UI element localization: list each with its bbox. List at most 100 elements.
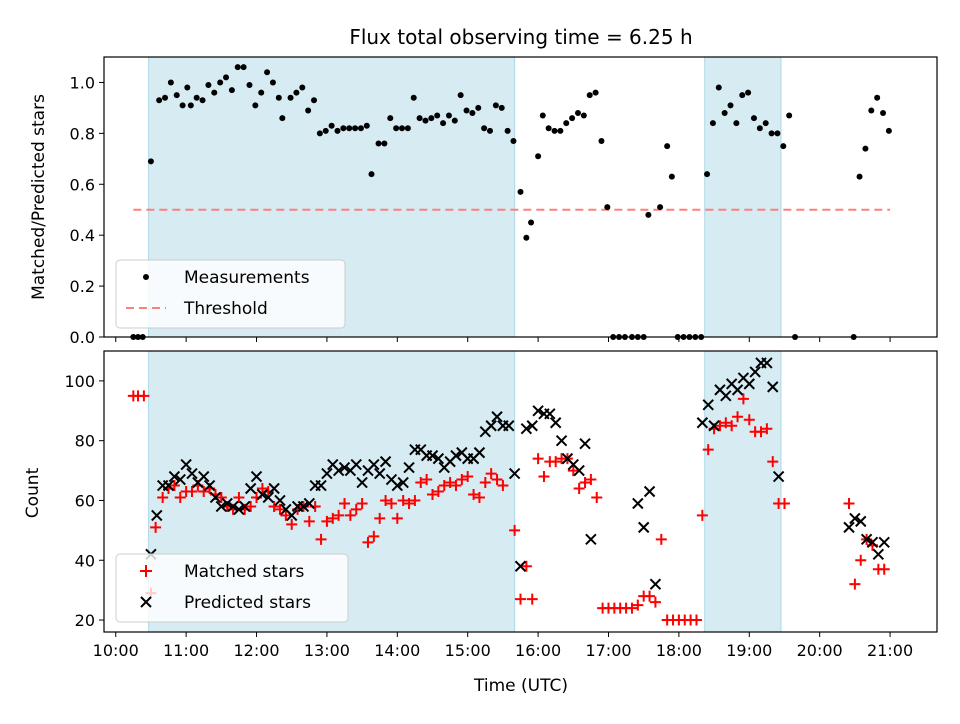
matched-star-marker [409, 494, 421, 506]
predicted-star-marker [432, 452, 445, 465]
matched-star-marker [450, 480, 462, 492]
predicted-star-marker [702, 399, 714, 411]
measurement-point [727, 102, 734, 109]
measurement-point [574, 110, 581, 116]
matched-star-marker [333, 509, 345, 521]
measurement-point [745, 89, 752, 96]
matched-star-marker [215, 491, 227, 503]
matched-star-marker [591, 491, 603, 503]
measurement-point [457, 92, 464, 99]
predicted-star-marker [643, 485, 656, 498]
measurement-point [381, 140, 388, 147]
xtick-label: 21:00 [867, 641, 913, 660]
matched-star-marker [515, 593, 526, 605]
measurement-point [750, 115, 757, 122]
matched-star-marker [737, 393, 749, 405]
measurement-point [173, 92, 180, 99]
matched-star-marker [497, 480, 509, 492]
predicted-star-marker [250, 470, 263, 483]
measurement-point [205, 82, 212, 88]
predicted-star-marker [731, 384, 744, 396]
predicted-star-marker [749, 366, 761, 378]
measurement-point [721, 110, 728, 116]
measurement-point [311, 97, 318, 104]
top-ytick-label: 0.6 [70, 175, 95, 194]
measurement-point [416, 115, 423, 122]
measurement-point [223, 74, 230, 81]
measurement-point [774, 130, 781, 137]
predicted-star-marker [244, 482, 257, 495]
predicted-star-marker [549, 417, 562, 429]
predicted-star-marker [696, 417, 709, 429]
measurement-point [586, 92, 593, 99]
bottom-ytick-label: 40 [75, 551, 95, 570]
measurement-point [645, 211, 652, 218]
predicted-star-marker [450, 449, 462, 462]
predicted-star-marker [866, 536, 879, 549]
matched-star-marker [726, 420, 738, 432]
measurement-point [539, 112, 546, 119]
measurement-point [264, 69, 271, 76]
measurement-point [880, 110, 887, 116]
predicted-star-marker [849, 512, 861, 525]
xtick-label: 19:00 [726, 641, 772, 660]
measurement-point [664, 143, 671, 150]
measurement-point [739, 92, 746, 99]
matched-star-marker [303, 515, 315, 527]
matched-star-marker [532, 453, 544, 465]
bottom-panel: 20 40 60 80 100 10:00 11:00 12:00 13:00 14:00 15:0… [64, 350, 938, 660]
xtick-label: 20:00 [797, 641, 843, 660]
matched-star-marker [473, 491, 485, 503]
matched-star-marker [573, 483, 585, 495]
legend-label: Measurements [184, 268, 310, 288]
predicted-star-marker [198, 470, 210, 483]
measurement-point [445, 112, 452, 119]
measurement-point [486, 127, 493, 134]
matched-star-marker [843, 497, 855, 509]
measurement-point [492, 102, 499, 109]
predicted-star-marker [186, 467, 198, 480]
matched-star-marker [479, 477, 491, 489]
predicted-star-marker [203, 479, 216, 492]
matched-star-marker [761, 423, 773, 435]
measurement-point [305, 107, 312, 114]
matched-star-marker [350, 503, 362, 515]
measurement-point [279, 115, 286, 122]
matched-star-marker [256, 483, 268, 495]
predicted-star-marker [878, 536, 890, 549]
measurement-point [709, 120, 716, 127]
measurement-point [475, 104, 482, 111]
predicted-star-marker [555, 434, 568, 447]
matched-star-marker [720, 417, 732, 429]
predicted-star-marker [579, 437, 591, 450]
matched-star-marker [374, 512, 386, 524]
top-ytick-label: 0.2 [70, 277, 95, 296]
matched-star-marker [878, 563, 890, 575]
measurement-point [481, 125, 488, 132]
measurement-point [334, 127, 341, 134]
matched-star-marker [280, 509, 292, 521]
measurement-point [346, 125, 353, 132]
measurement-point [387, 115, 394, 122]
predicted-star-marker [514, 560, 527, 572]
predicted-star-marker [180, 458, 192, 471]
matched-star-marker [397, 494, 409, 506]
measurement-point [299, 84, 306, 91]
matched-star-marker [468, 488, 480, 500]
xtick-label: 18:00 [656, 641, 702, 660]
matched-star-marker [233, 491, 245, 503]
measurement-point [668, 173, 675, 180]
predicted-star-marker [508, 467, 521, 480]
predicted-star-marker [332, 464, 345, 477]
measurement-point [193, 94, 200, 101]
top-ylabel: Matched/Predicted stars [29, 94, 49, 300]
matched-star-marker [198, 486, 210, 497]
bottom-ylabel: Count [23, 467, 43, 518]
matched-star-marker [380, 494, 392, 506]
predicted-star-marker [374, 467, 386, 480]
matched-star-marker [491, 474, 503, 486]
predicted-star-marker [767, 381, 779, 393]
predicted-star-marker [637, 521, 650, 534]
matched-star-marker [362, 536, 374, 548]
